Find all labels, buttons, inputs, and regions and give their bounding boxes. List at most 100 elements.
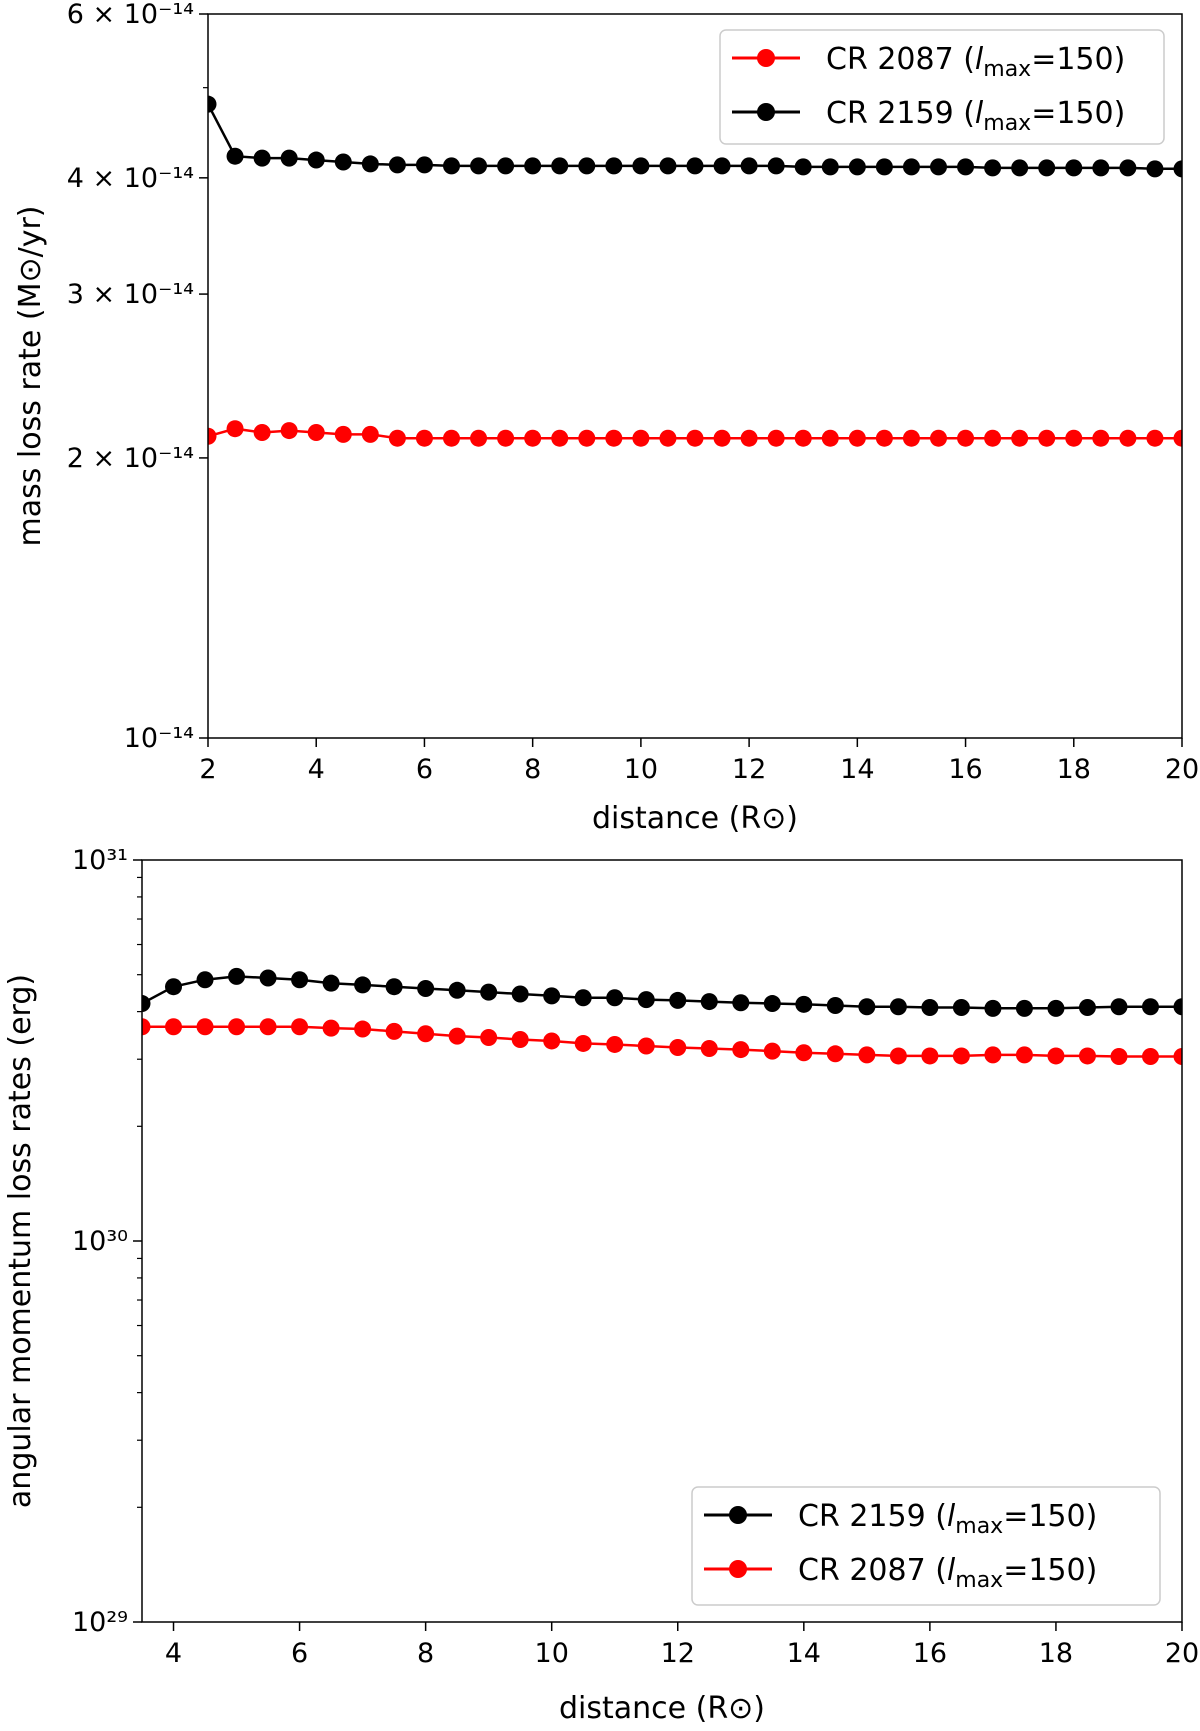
data-point — [1015, 1046, 1033, 1064]
data-point — [984, 159, 1002, 177]
x-axis-label: distance (R⊙) — [559, 1691, 765, 1726]
data-point — [767, 157, 785, 175]
mass-loss-rate-chart: 2 4 6 8 10 12 14 16 18 20 10⁻¹⁴ 2 × 10⁻¹⁴ 3 × 10⁻¹⁴ 4… — [13, 0, 1199, 836]
data-point — [226, 147, 244, 165]
data-point — [713, 429, 731, 447]
data-point — [1173, 998, 1182, 1016]
data-point — [957, 158, 975, 176]
x-axis-label: distance (R⊙) — [592, 801, 798, 836]
data-point — [448, 981, 466, 999]
data-point — [448, 1027, 466, 1045]
data-point — [385, 1022, 403, 1040]
data-point — [165, 1018, 183, 1036]
data-point — [551, 429, 569, 447]
data-point — [1146, 160, 1164, 178]
data-point — [1047, 999, 1065, 1017]
data-point — [385, 978, 403, 996]
data-point — [740, 429, 758, 447]
data-point — [334, 153, 352, 171]
x-tick-label: 8 — [524, 754, 541, 785]
data-point — [637, 991, 655, 1009]
data-point — [142, 1018, 151, 1036]
data-point — [361, 155, 379, 173]
data-point — [858, 1046, 876, 1064]
data-point — [1011, 429, 1029, 447]
y-tick-label: 10³⁰ — [72, 1226, 128, 1257]
y-axis-label: angular momentum loss rates (erg) — [3, 974, 38, 1508]
data-point — [1110, 1047, 1128, 1065]
data-point — [470, 157, 488, 175]
legend-label: CR 2159 (lmax=150) — [826, 96, 1125, 136]
data-point — [952, 999, 970, 1017]
data-point — [578, 157, 596, 175]
data-point — [732, 994, 750, 1012]
data-point — [794, 158, 812, 176]
x-tick-label: 10 — [535, 1638, 569, 1669]
data-point — [889, 1047, 907, 1065]
data-point — [208, 427, 217, 445]
data-point — [686, 429, 704, 447]
data-point — [930, 429, 947, 447]
data-point — [228, 1018, 246, 1036]
data-point — [669, 1039, 687, 1057]
y-tick-label: 4 × 10⁻¹⁴ — [67, 163, 194, 194]
legend-entry: CR 2087 (lmax=150) — [704, 1553, 1097, 1593]
x-tick-label: 4 — [165, 1638, 182, 1669]
x-tick-label: 14 — [840, 754, 874, 785]
data-point — [1110, 998, 1128, 1016]
x-tick-label: 6 — [291, 1638, 308, 1669]
data-point — [930, 158, 947, 176]
plot-area — [208, 95, 1182, 447]
data-point — [1038, 159, 1056, 177]
data-point — [713, 157, 731, 175]
data-point — [443, 429, 460, 447]
y-tick-label: 2 × 10⁻¹⁴ — [67, 443, 194, 474]
data-point — [875, 158, 893, 176]
data-point — [1141, 998, 1159, 1016]
data-point — [196, 1018, 214, 1036]
data-point — [957, 429, 975, 447]
data-point — [605, 429, 623, 447]
x-tick-label: 16 — [948, 754, 982, 785]
data-point — [700, 1040, 718, 1058]
legend-marker — [757, 103, 775, 121]
data-point — [858, 998, 876, 1016]
data-point — [795, 1044, 813, 1062]
x-tick-label: 16 — [913, 1638, 947, 1669]
data-point — [740, 157, 758, 175]
data-point — [1047, 1047, 1065, 1065]
data-point — [524, 157, 542, 175]
data-point — [889, 998, 907, 1016]
data-point — [388, 156, 406, 174]
data-point — [415, 156, 433, 174]
legend-marker — [757, 49, 775, 67]
x-tick-label: 14 — [787, 1638, 821, 1669]
data-point — [1038, 429, 1056, 447]
data-point — [700, 993, 718, 1011]
data-point — [322, 974, 340, 992]
data-point — [1119, 429, 1137, 447]
legend-box — [719, 29, 1165, 145]
legend-label: CR 2159 (lmax=150) — [798, 1499, 1097, 1539]
data-point — [1173, 160, 1182, 178]
data-point — [417, 979, 435, 997]
data-point — [767, 429, 785, 447]
data-point — [307, 423, 325, 441]
data-point — [259, 969, 277, 987]
legend-label: CR 2087 (lmax=150) — [826, 42, 1125, 82]
data-point — [208, 95, 217, 113]
data-point — [606, 1035, 624, 1053]
plot-area — [142, 967, 1182, 1065]
data-point — [511, 985, 529, 1003]
data-point — [497, 429, 515, 447]
data-point — [637, 1037, 655, 1055]
data-point — [795, 995, 813, 1013]
data-point — [669, 991, 687, 1009]
data-point — [334, 425, 352, 443]
data-point — [1146, 429, 1164, 447]
plot-frame — [207, 13, 1183, 739]
y-tick-label: 3 × 10⁻¹⁴ — [67, 279, 194, 310]
legend: CR 2087 (lmax=150) CR 2159 (lmax=150) — [719, 29, 1165, 145]
data-point — [196, 971, 214, 989]
data-point — [480, 983, 498, 1001]
